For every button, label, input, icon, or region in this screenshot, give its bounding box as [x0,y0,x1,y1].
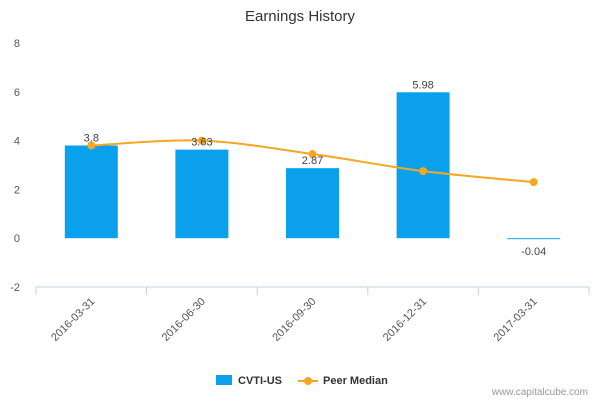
watermark-text: www.capitalcube.com [491,387,588,398]
peer-median-point [419,167,428,176]
legend: CVTI-US Peer Median [216,375,388,387]
x-tick-label: 2017-03-31 [492,296,540,344]
y-tick-label: 8 [14,38,20,50]
bar-series [64,92,561,240]
bar-data-label: -0.04 [521,246,546,258]
legend-line-label: Peer Median [323,375,388,387]
data-labels: 3.8 3.63 2.87 5.98 -0.04 [84,79,547,258]
legend-line-marker [304,377,312,385]
x-tick-label: 2016-12-31 [381,296,429,344]
x-tick-label: 2016-09-30 [270,296,318,344]
bar-data-label: 5.98 [412,79,433,91]
x-tick-label: 2016-03-31 [49,296,97,344]
peer-median-point [308,150,317,159]
peer-median-point [87,141,96,150]
bar [507,238,561,240]
bar [396,92,450,239]
x-tick-label: 2016-06-30 [160,296,208,344]
legend-bar-swatch [216,375,232,385]
bar [64,145,118,239]
peer-median-point [197,136,206,145]
chart-title: Earnings History [245,8,356,25]
y-tick-label: 6 [14,87,20,99]
bar [286,168,339,239]
y-axis: -2 0 2 4 6 8 [10,38,20,294]
peer-median-point [529,178,538,187]
line-series [87,136,538,187]
bar [175,149,229,239]
bar-data-label: 3.63 [191,137,212,149]
y-tick-label: 4 [14,136,20,148]
y-tick-label: 0 [14,233,20,245]
bar-data-label: 2.87 [302,155,323,167]
y-tick-label: -2 [10,282,20,294]
x-axis: 2016-03-31 2016-06-30 2016-09-30 2016-12-31… [35,286,590,344]
legend-bar-label: CVTI-US [238,375,282,387]
y-tick-label: 2 [14,184,20,196]
bar-data-label: 3.8 [84,132,99,144]
